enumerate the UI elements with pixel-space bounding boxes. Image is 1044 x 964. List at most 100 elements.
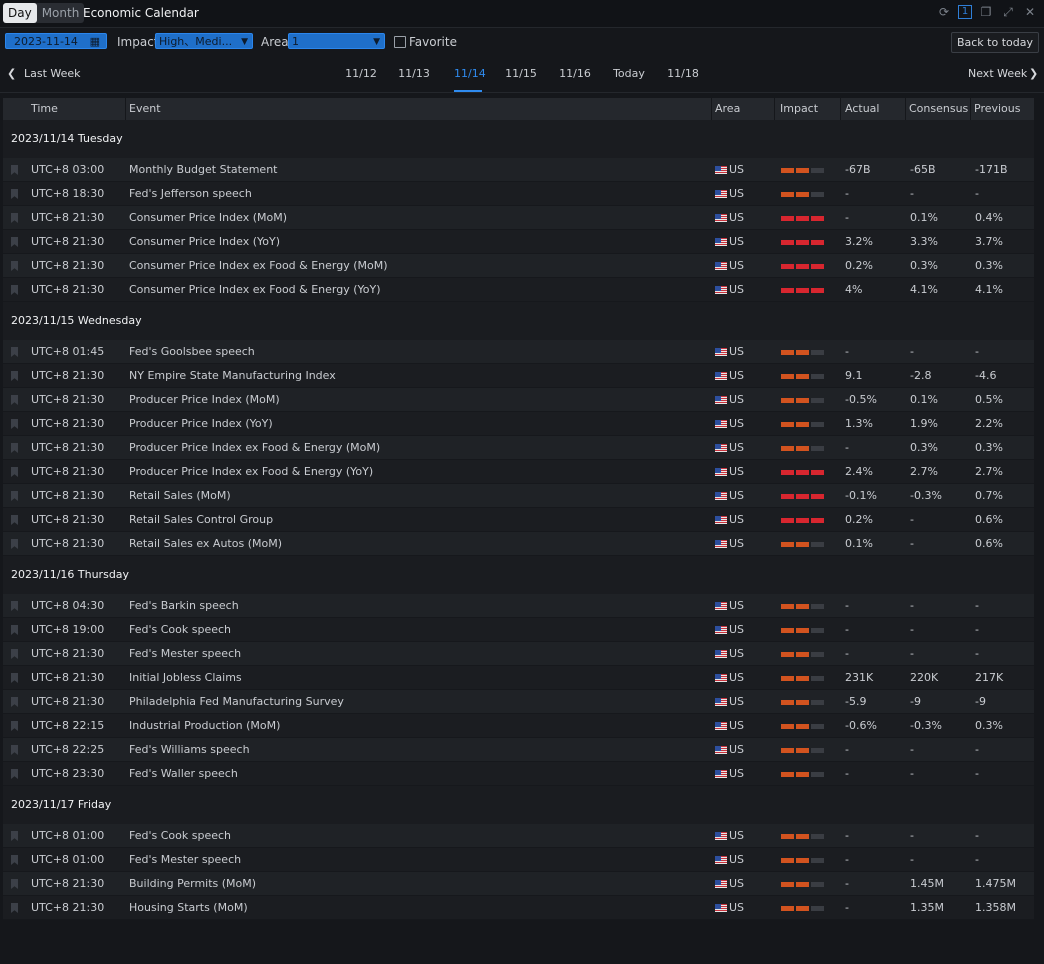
area-select[interactable]: 1 ▼: [288, 33, 385, 49]
table-row[interactable]: UTC+8 21:30 Initial Jobless Claims US 231K 2…: [3, 666, 1034, 690]
bookmark-icon[interactable]: [11, 769, 18, 779]
bookmark-icon[interactable]: [11, 625, 18, 635]
bookmark-icon[interactable]: [11, 285, 18, 295]
col-consensus[interactable]: Consensus: [909, 102, 969, 115]
col-previous[interactable]: Previous: [974, 102, 1021, 115]
table-row[interactable]: UTC+8 22:15 Industrial Production (MoM) US…: [3, 714, 1034, 738]
bookmark-icon[interactable]: [11, 831, 18, 841]
day-tab-1113[interactable]: 11/13: [398, 67, 430, 80]
event-consensus: -65B: [910, 163, 936, 176]
bookmark-icon[interactable]: [11, 419, 18, 429]
table-row[interactable]: UTC+8 21:30 Producer Price Index (MoM) US -…: [3, 388, 1034, 412]
col-impact[interactable]: Impact: [780, 102, 819, 115]
event-consensus: 4.1%: [910, 283, 938, 296]
table-row[interactable]: UTC+8 21:30 Consumer Price Index (MoM) US -…: [3, 206, 1034, 230]
day-tab-1118[interactable]: 11/18: [667, 67, 699, 80]
table-row[interactable]: UTC+8 21:30 Retail Sales (MoM) US -0.1% -0.3…: [3, 484, 1034, 508]
event-name: Producer Price Index (YoY): [129, 417, 273, 430]
favorite-label[interactable]: Favorite: [409, 35, 457, 49]
table-row[interactable]: UTC+8 21:30 NY Empire State Manufacturing…: [3, 364, 1034, 388]
date-group-title: 2023/11/14 Tuesday: [11, 132, 123, 145]
day-tab-today[interactable]: Today: [613, 67, 645, 80]
event-time: UTC+8 21:30: [31, 489, 105, 502]
bookmark-icon[interactable]: [11, 721, 18, 731]
table-row[interactable]: UTC+8 21:30 Producer Price Index ex Food …: [3, 436, 1034, 460]
bookmark-icon[interactable]: [11, 395, 18, 405]
link-group-icon[interactable]: 1: [958, 5, 972, 19]
table-row[interactable]: UTC+8 21:30 Consumer Price Index ex Food …: [3, 278, 1034, 302]
bookmark-icon[interactable]: [11, 213, 18, 223]
table-row[interactable]: UTC+8 01:00 Fed's Cook speech US - - -: [3, 824, 1034, 848]
bookmark-icon[interactable]: [11, 491, 18, 501]
impact-bar: [811, 834, 824, 839]
bookmark-icon[interactable]: [11, 515, 18, 525]
next-week-button[interactable]: Next Week: [968, 67, 1028, 80]
event-previous: -: [975, 829, 979, 842]
bookmark-icon[interactable]: [11, 539, 18, 549]
bookmark-icon[interactable]: [11, 673, 18, 683]
table-row[interactable]: UTC+8 21:30 Building Permits (MoM) US - 1.45…: [3, 872, 1034, 896]
bookmark-icon[interactable]: [11, 237, 18, 247]
table-row[interactable]: UTC+8 21:30 Producer Price Index (YoY) US 1…: [3, 412, 1034, 436]
table-row[interactable]: UTC+8 22:25 Fed's Williams speech US - - -: [3, 738, 1034, 762]
bookmark-icon[interactable]: [11, 347, 18, 357]
col-area[interactable]: Area: [715, 102, 741, 115]
table-row[interactable]: UTC+8 21:30 Retail Sales ex Autos (MoM) US…: [3, 532, 1034, 556]
table-row[interactable]: UTC+8 01:45 Fed's Goolsbee speech US - - -: [3, 340, 1034, 364]
col-event[interactable]: Event: [129, 102, 161, 115]
event-name: Fed's Williams speech: [129, 743, 250, 756]
bookmark-icon[interactable]: [11, 189, 18, 199]
bookmark-icon[interactable]: [11, 697, 18, 707]
bookmark-icon[interactable]: [11, 443, 18, 453]
impact-select[interactable]: High、Medi... ▼: [155, 33, 253, 49]
table-row[interactable]: UTC+8 21:30 Consumer Price Index ex Food …: [3, 254, 1034, 278]
table-row[interactable]: UTC+8 01:00 Fed's Mester speech US - - -: [3, 848, 1034, 872]
event-name: Fed's Mester speech: [129, 647, 242, 660]
bookmark-icon[interactable]: [11, 745, 18, 755]
table-row[interactable]: UTC+8 21:30 Housing Starts (MoM) US - 1.35M 1…: [3, 896, 1034, 920]
col-actual[interactable]: Actual: [845, 102, 880, 115]
mode-month-tab[interactable]: Month: [41, 6, 80, 20]
bookmark-icon[interactable]: [11, 261, 18, 271]
back-to-today-button[interactable]: Back to today: [950, 32, 1039, 53]
date-picker[interactable]: 2023-11-14 ▦: [5, 33, 107, 49]
calendar-icon[interactable]: ▦: [89, 35, 100, 48]
table-row[interactable]: UTC+8 21:30 Fed's Mester speech US - - -: [3, 642, 1034, 666]
col-time[interactable]: Time: [31, 102, 58, 115]
day-tab-1116[interactable]: 11/16: [559, 67, 591, 80]
bookmark-icon[interactable]: [11, 601, 18, 611]
table-row[interactable]: UTC+8 21:30 Philadelphia Fed Manufacturin…: [3, 690, 1034, 714]
bookmark-icon[interactable]: [11, 649, 18, 659]
us-flag-icon: [715, 444, 727, 452]
favorite-checkbox[interactable]: [394, 36, 406, 48]
expand-icon[interactable]: ⤢: [1003, 5, 1013, 19]
prev-week-icon[interactable]: ❮: [7, 67, 17, 80]
refresh-icon[interactable]: ⟳: [938, 5, 950, 19]
table-row[interactable]: UTC+8 04:30 Fed's Barkin speech US - - -: [3, 594, 1034, 618]
bookmark-icon[interactable]: [11, 371, 18, 381]
table-row[interactable]: UTC+8 23:30 Fed's Waller speech US - - -: [3, 762, 1034, 786]
mode-day-tab[interactable]: Day: [3, 3, 37, 23]
event-actual: 0.2%: [845, 513, 873, 526]
event-area: US: [729, 671, 745, 684]
table-row[interactable]: UTC+8 21:30 Consumer Price Index (YoY) US 3…: [3, 230, 1034, 254]
close-icon[interactable]: ✕: [1024, 5, 1036, 19]
day-tab-1114[interactable]: 11/14: [454, 56, 486, 92]
next-week-icon[interactable]: ❯: [1029, 67, 1039, 80]
us-flag-icon: [715, 262, 727, 270]
day-tab-1115[interactable]: 11/15: [505, 67, 537, 80]
table-row[interactable]: UTC+8 21:30 Retail Sales Control Group US 0…: [3, 508, 1034, 532]
table-row[interactable]: UTC+8 19:00 Fed's Cook speech US - - -: [3, 618, 1034, 642]
last-week-button[interactable]: Last Week: [24, 67, 81, 80]
bookmark-icon[interactable]: [11, 165, 18, 175]
restore-icon[interactable]: ❐: [980, 5, 992, 19]
table-row[interactable]: UTC+8 03:00 Monthly Budget Statement US -67…: [3, 158, 1034, 182]
day-tab-1112[interactable]: 11/12: [345, 67, 377, 80]
impact-bar: [781, 518, 794, 523]
table-row[interactable]: UTC+8 21:30 Producer Price Index ex Food …: [3, 460, 1034, 484]
bookmark-icon[interactable]: [11, 855, 18, 865]
bookmark-icon[interactable]: [11, 879, 18, 889]
bookmark-icon[interactable]: [11, 903, 18, 913]
bookmark-icon[interactable]: [11, 467, 18, 477]
table-row[interactable]: UTC+8 18:30 Fed's Jefferson speech US - - -: [3, 182, 1034, 206]
